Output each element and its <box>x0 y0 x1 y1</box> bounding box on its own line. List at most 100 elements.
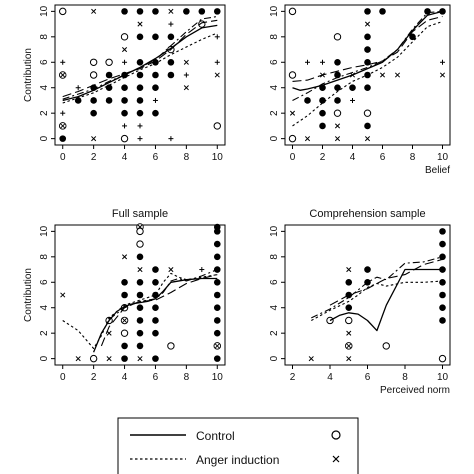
x-tick-label: 10 <box>437 372 449 383</box>
point-filled <box>349 84 356 92</box>
y-tick-label: 8 <box>269 254 280 260</box>
point-filled <box>409 33 416 41</box>
point-circle-cross <box>120 316 129 325</box>
point-filled <box>136 33 144 41</box>
point-filled <box>364 266 371 273</box>
point-filled <box>152 304 159 312</box>
series-line-solid <box>92 277 218 353</box>
point-plus <box>168 136 174 142</box>
point-filled <box>90 109 97 117</box>
point-filled <box>334 71 341 79</box>
point-filled <box>136 278 144 286</box>
point-hollow <box>120 134 129 143</box>
point-plus <box>122 59 128 65</box>
point-filled <box>198 8 206 15</box>
point-filled <box>439 240 446 248</box>
x-axis-label: Perceived norm <box>380 385 450 396</box>
point-filled <box>152 71 159 79</box>
point-filled <box>304 97 311 104</box>
point-filled <box>345 278 353 286</box>
point-filled <box>121 8 128 15</box>
x-tick-label: 0 <box>290 152 296 163</box>
point-filled <box>213 228 221 235</box>
point-plus <box>320 59 325 65</box>
point-cross <box>346 266 352 273</box>
plot-frame <box>54 4 226 146</box>
point-cross <box>137 266 143 273</box>
point-filled <box>152 355 159 362</box>
y-tick-label: 0 <box>269 355 280 361</box>
y-tick-label: 4 <box>39 85 50 91</box>
y-tick-label: 2 <box>269 330 280 336</box>
point-filled <box>152 329 159 337</box>
point-filled <box>213 355 221 362</box>
panel-1: 0 2 4 6 8 10 0 2 4 6 8 10 Contribution <box>23 4 226 163</box>
panel-2: 0 2 4 6 8 10 0 2 4 6 8 10 Belief <box>269 4 451 176</box>
point-cross <box>379 72 386 78</box>
x-tick-label: 6 <box>153 372 159 383</box>
point-filled <box>319 109 326 117</box>
point-plus <box>440 59 445 65</box>
x-tick-label: 0 <box>60 372 66 383</box>
x-tick-label: 2 <box>290 372 296 383</box>
point-filled <box>364 46 371 53</box>
point-plus <box>305 59 310 65</box>
y-tick-label: 0 <box>269 135 280 141</box>
x-tick-label: 6 <box>380 152 386 163</box>
point-filled <box>152 33 159 41</box>
legend-label-control: Control <box>196 429 235 443</box>
point-filled <box>105 71 113 79</box>
point-filled <box>334 58 341 66</box>
point-circle-cross <box>345 342 353 350</box>
x-tick-label: 6 <box>365 372 371 383</box>
point-filled <box>90 97 97 104</box>
point-circle-cross <box>58 71 67 79</box>
point-hollow <box>345 316 353 325</box>
series-line-dotted <box>292 20 443 127</box>
y-tick-label: 10 <box>39 225 50 237</box>
point-filled <box>121 84 128 92</box>
point-filled <box>213 8 221 15</box>
x-tick-label: 2 <box>91 152 97 163</box>
y-axis-label: Contribution <box>23 48 34 102</box>
point-cross <box>304 136 311 142</box>
legend-marker-anger <box>332 455 340 463</box>
panel-title: Full sample <box>112 208 168 220</box>
legend-marker-control <box>331 430 341 440</box>
point-cross <box>308 356 314 362</box>
point-cross <box>91 8 97 14</box>
point-filled <box>121 97 128 104</box>
series-line-dotted <box>62 32 218 104</box>
x-tick-label: 10 <box>212 152 224 163</box>
point-filled <box>152 109 159 117</box>
point-cross <box>137 356 143 362</box>
point-plus <box>137 123 143 129</box>
point-filled <box>136 97 144 104</box>
point-filled <box>364 122 371 130</box>
point-filled <box>364 84 371 92</box>
point-filled <box>334 84 341 92</box>
point-filled <box>319 97 326 104</box>
x-tick-label: 4 <box>350 152 356 163</box>
plot-frame <box>284 224 451 366</box>
point-filled <box>213 329 221 337</box>
point-plus <box>199 267 205 273</box>
series-line-solid <box>62 24 218 102</box>
y-tick-label: 6 <box>269 279 280 285</box>
series-line-dashdot <box>292 10 443 101</box>
point-filled <box>152 84 159 92</box>
x-tick-label: 8 <box>410 152 416 163</box>
point-cross <box>75 356 81 362</box>
x-tick-label: 6 <box>153 152 159 163</box>
series-line-longdash <box>62 19 218 98</box>
point-cross <box>91 136 97 142</box>
point-filled <box>424 8 431 15</box>
point-cross <box>364 21 371 27</box>
point-circle-cross <box>58 122 67 130</box>
point-hollow <box>105 58 113 66</box>
point-filled <box>167 71 175 79</box>
point-filled <box>136 8 144 15</box>
point-cross <box>121 46 128 53</box>
y-tick-label: 4 <box>269 85 280 91</box>
point-cross <box>137 21 143 27</box>
